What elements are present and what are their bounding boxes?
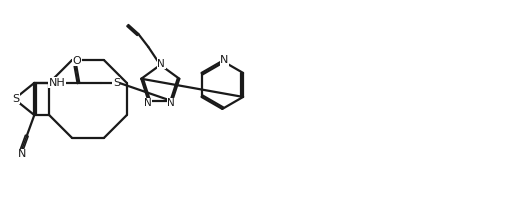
Text: N: N xyxy=(144,98,152,108)
Text: N: N xyxy=(167,98,175,108)
Text: NH: NH xyxy=(49,78,66,88)
Text: S: S xyxy=(12,93,19,103)
Text: N: N xyxy=(220,55,229,66)
Text: N: N xyxy=(18,149,26,159)
Text: O: O xyxy=(72,56,81,66)
Text: N: N xyxy=(157,59,165,69)
Text: S: S xyxy=(113,78,120,88)
